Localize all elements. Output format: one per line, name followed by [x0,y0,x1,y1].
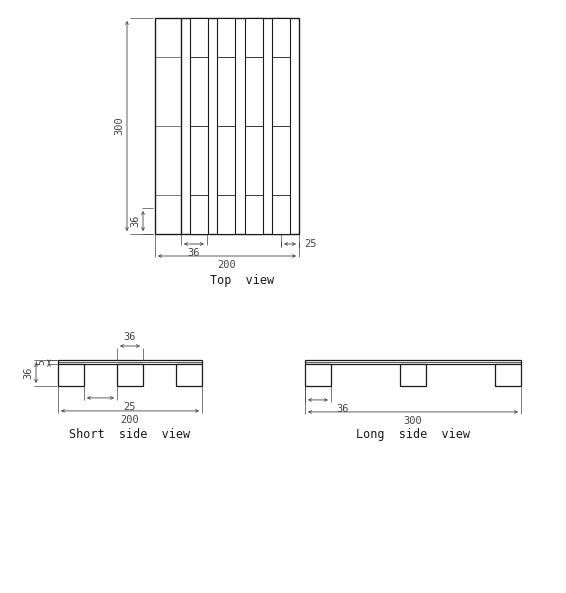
Text: 300: 300 [404,416,422,426]
Bar [155,18,299,234]
Text: 25: 25 [123,402,135,412]
Text: 36: 36 [130,215,140,227]
Text: 5: 5 [36,359,46,365]
Bar [272,18,290,234]
Bar [176,364,202,386]
Text: Top  view: Top view [210,274,274,287]
Text: 36: 36 [23,366,33,379]
Bar [305,364,331,386]
Bar [245,18,263,234]
Bar [58,364,84,386]
Text: 25: 25 [304,239,316,249]
Text: 36: 36 [336,404,349,414]
Text: 300: 300 [114,117,124,135]
Bar [495,364,521,386]
Bar [58,360,202,364]
Text: 36: 36 [188,248,200,258]
Text: 36: 36 [124,332,136,342]
Text: 200: 200 [121,415,139,425]
Bar [305,360,521,364]
Bar [217,18,235,234]
Bar [190,18,208,234]
Text: Long  side  view: Long side view [356,428,470,441]
Bar [117,364,143,386]
Bar [400,364,426,386]
Text: 200: 200 [217,260,237,270]
Text: Short  side  view: Short side view [70,428,191,441]
